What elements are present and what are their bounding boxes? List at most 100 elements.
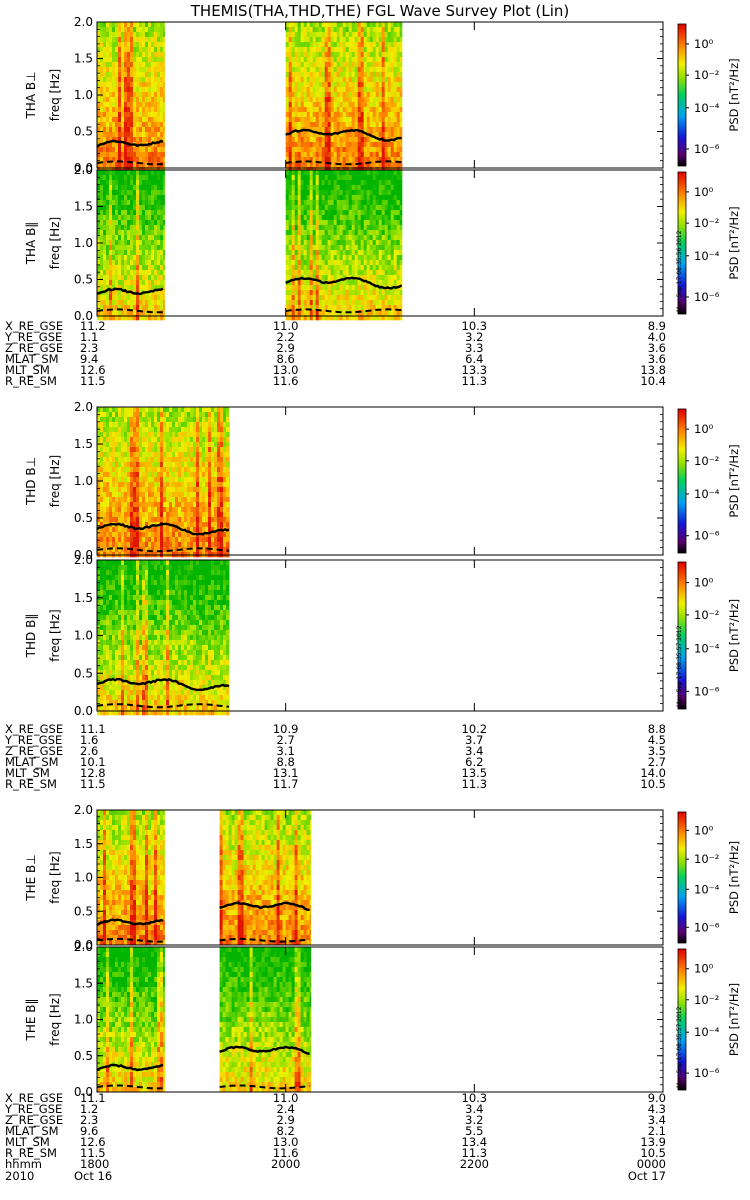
- ylabel-tha-bpar: freq [Hz]: [48, 217, 62, 269]
- ytick-label: 2.0: [74, 400, 93, 414]
- orbit-value: 10.3: [462, 319, 488, 333]
- panel-label-the-bpar: THE B‖: [24, 999, 38, 1042]
- panel-frame-the-bpar: [96, 946, 664, 1093]
- ytick-label: 0.0: [74, 938, 93, 952]
- orbit-value: 11.7: [273, 777, 299, 791]
- end-date-label: Oct 17: [628, 1169, 666, 1183]
- orbit-value: 11.5: [80, 374, 106, 388]
- colorbar-label: PSD [nT²/Hz]: [727, 58, 741, 131]
- ytick-label: 0.5: [74, 511, 93, 525]
- trace-the-bperp-seg0: [96, 918, 164, 927]
- ytick-label: 0.5: [74, 666, 93, 680]
- ytick-label: 2.0: [74, 803, 93, 817]
- orbit-value: 9.4: [80, 352, 98, 366]
- orbit-value: 4.0: [648, 330, 666, 344]
- trace-low-tha-bperp-seg0: [96, 160, 163, 166]
- time-axis-label: hhmm: [5, 1157, 42, 1171]
- orbit-row-label: Y_RE_GSE: [4, 1102, 62, 1116]
- orbit-value: 11.1: [80, 722, 106, 736]
- plot-title: THEMIS(THA,THD,THE) FGL Wave Survey Plot…: [190, 2, 569, 20]
- panel-label-tha-bperp: THA B⊥: [24, 71, 38, 119]
- trace-tha-bperp-seg0: [96, 139, 164, 148]
- ytick-label: 1.0: [74, 871, 93, 885]
- ytick-label: 1.5: [74, 837, 93, 851]
- orbit-value: 12.8: [80, 766, 106, 780]
- orbit-value: 13.0: [273, 363, 299, 377]
- orbit-value: 8.6: [277, 352, 295, 366]
- colorbar-thd-bperp: [677, 408, 687, 554]
- spectrogram-thd-bperp-seg0: [97, 407, 230, 558]
- orbit-value: 11.5: [80, 1146, 106, 1160]
- orbit-value: 13.5: [462, 766, 488, 780]
- orbit-value: 9.0: [648, 1091, 666, 1105]
- colorbar-tick: 10⁰: [694, 823, 714, 837]
- xtick-label: 2000: [271, 1157, 300, 1171]
- orbit-row-label: Z_RE_GSE: [5, 744, 63, 758]
- spectrogram-the-bpar-seg0: [97, 947, 165, 1093]
- colorbar-tick: 10⁻⁴: [694, 642, 720, 656]
- ytick-label: 2.0: [74, 940, 93, 954]
- orbit-value: 11.6: [273, 1146, 299, 1160]
- panel-label-thd-bpar: THD B‖: [24, 614, 38, 659]
- orbit-value: 12.6: [80, 363, 106, 377]
- orbit-value: 8.9: [648, 319, 666, 333]
- orbit-row-label: Y_RE_GSE: [4, 330, 62, 344]
- orbit-value: 13.8: [640, 363, 666, 377]
- colorbar-tick: 10⁰: [694, 422, 714, 436]
- orbit-table-tha: X_RE_GSE 11.2 11.0 10.3 8.9 Y_RE_GSE 1.1 2.2 3.2…: [4, 319, 666, 388]
- orbit-value: 14.0: [640, 766, 666, 780]
- orbit-value: 13.1: [273, 766, 299, 780]
- ytick-label: 1.0: [74, 629, 93, 643]
- orbit-value: 11.1: [80, 1091, 106, 1105]
- orbit-row-label: Y_RE_GSE: [4, 733, 62, 747]
- ytick-label: 1.5: [74, 200, 93, 214]
- xtick-label: 2200: [460, 1157, 489, 1171]
- colorbar-tick: 10⁻⁴: [694, 101, 720, 115]
- trace-low-the-bperp-seg0: [96, 937, 164, 943]
- trace-low-thd-bperp-seg0: [96, 547, 230, 553]
- orbit-value: 3.6: [648, 352, 666, 366]
- orbit-row-label: X_RE_GSE: [5, 319, 63, 333]
- colorbar-thd-bpar: [677, 561, 687, 710]
- ytick-label: 0.0: [74, 1085, 93, 1099]
- orbit-value: 9.6: [80, 1124, 98, 1138]
- spectrogram-tha-bpar-seg0: [97, 170, 165, 321]
- colorbar-tick: 10⁰: [694, 185, 714, 199]
- colorbar-tick: 10⁻⁶: [694, 290, 720, 304]
- orbit-row-label: MLAT_SM: [5, 1124, 59, 1138]
- orbit-value: 3.7: [465, 733, 483, 747]
- colorbar-tick: 10⁻²: [694, 852, 719, 866]
- orbit-value: 13.0: [273, 1135, 299, 1149]
- orbit-value: 10.3: [462, 1091, 488, 1105]
- timestamp-the-bpar: Mon Sep 17 08:35:57 2012: [676, 1006, 683, 1088]
- colorbar-tha-bpar: [677, 171, 687, 315]
- ylabel-the-bperp: freq [Hz]: [48, 851, 62, 903]
- orbit-row-label: Z_RE_GSE: [5, 341, 63, 355]
- ytick-label: 1.5: [74, 591, 93, 605]
- orbit-value: 13.4: [462, 1135, 488, 1149]
- ytick-label: 2.0: [74, 553, 93, 567]
- orbit-value: 3.3: [465, 341, 483, 355]
- trace-the-bpar-seg0: [96, 1063, 164, 1072]
- orbit-value: 3.4: [465, 1102, 483, 1116]
- colorbar-tick: 10⁻²: [694, 608, 719, 622]
- trace-low-the-bpar-seg0: [96, 1084, 163, 1090]
- trace-thd-bperp-seg0: [96, 522, 230, 536]
- orbit-value: 5.5: [465, 1124, 483, 1138]
- trace-low-tha-bpar-seg0: [96, 308, 163, 314]
- orbit-value: 3.1: [277, 744, 295, 758]
- orbit-value: 10.4: [640, 374, 666, 388]
- colorbar-tick: 10⁻²: [694, 68, 719, 82]
- colorbar-tick: 10⁻⁶: [694, 142, 720, 156]
- spectrogram-thd-bpar-seg0: [97, 560, 230, 716]
- ylabel-tha-bperp: freq [Hz]: [48, 69, 62, 121]
- panel-label-the-bperp: THE B⊥: [24, 854, 38, 901]
- ytick-label: 0.0: [74, 309, 93, 323]
- colorbar-tick: 10⁻⁶: [694, 1066, 720, 1080]
- orbit-value: 10.5: [640, 777, 666, 791]
- orbit-value: 11.3: [462, 374, 488, 388]
- orbit-value: 1.2: [80, 1102, 98, 1116]
- orbit-value: 4.3: [648, 1102, 666, 1116]
